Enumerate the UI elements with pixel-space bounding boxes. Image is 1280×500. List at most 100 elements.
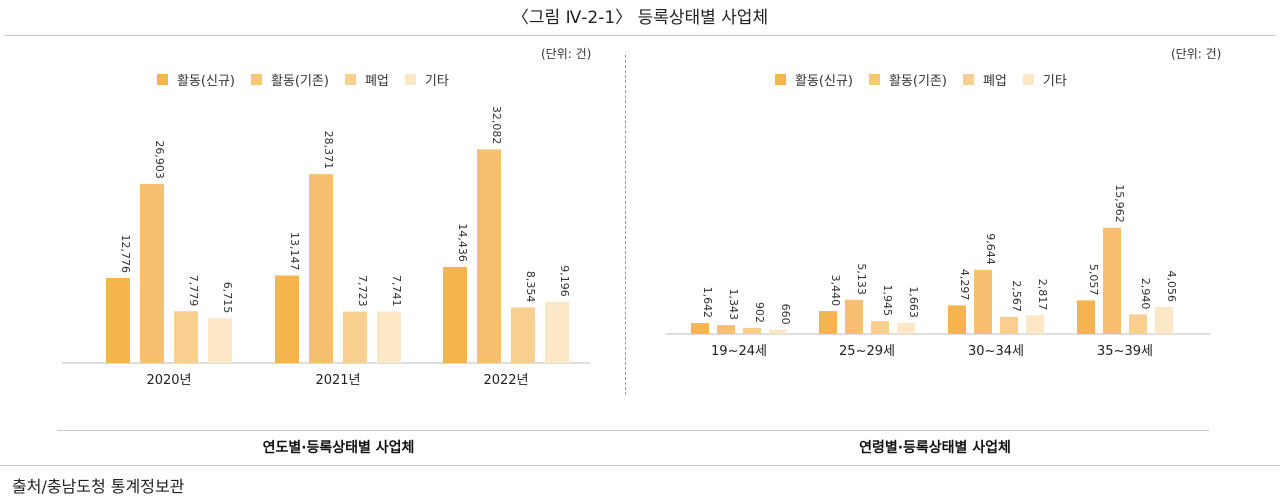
legend-label: 활동(기존) [888, 74, 947, 89]
legend-item: 기타 [1022, 70, 1067, 89]
caption-rule [57, 430, 1209, 431]
legend-item: 폐업 [344, 70, 389, 89]
legend-item: 활동(기존) [868, 70, 947, 89]
category-label: 25~29세 [839, 344, 895, 359]
top-rule [4, 35, 1276, 36]
unit-label-left: (단위: 건) [541, 47, 592, 61]
data-label: 3,440 [829, 275, 842, 307]
legend-swatch [1022, 74, 1034, 85]
figure-title: 〈그림 Ⅳ-2-1〉 등록상태별 사업체 [511, 8, 769, 28]
bar [208, 318, 232, 363]
data-label: 7,741 [390, 275, 403, 307]
bar [511, 307, 535, 363]
data-label: 902 [753, 302, 766, 323]
caption-left: 연도별·등록상태별 사업체 [262, 440, 415, 456]
legend-swatch [404, 74, 416, 85]
data-label: 9,644 [984, 233, 997, 265]
data-label: 1,945 [881, 285, 894, 317]
legend-label: 기타 [424, 74, 449, 89]
legend-item: 활동(신규) [775, 70, 853, 89]
bar [871, 321, 889, 334]
category-label: 19~24세 [711, 344, 767, 359]
bar [1000, 316, 1018, 334]
data-label: 1,642 [701, 287, 714, 319]
bar [717, 325, 735, 334]
data-label: 32,082 [490, 106, 503, 145]
legend-label: 활동(기존) [270, 74, 329, 89]
bar [948, 305, 966, 334]
category-label: 2020년 [146, 373, 191, 388]
bar [377, 311, 401, 363]
data-label: 2,817 [1036, 279, 1049, 311]
legend-item: 폐업 [962, 70, 1007, 89]
bar [1129, 314, 1147, 334]
bar [743, 327, 761, 334]
bar [897, 322, 915, 334]
data-label: 28,371 [322, 131, 335, 170]
data-label: 2,940 [1139, 278, 1152, 310]
data-label: 1,343 [727, 289, 740, 321]
legend-swatch [250, 74, 262, 85]
bottom-rule [0, 465, 1280, 466]
bar [691, 323, 709, 334]
category-label: 30~34세 [968, 344, 1024, 359]
data-label: 9,196 [558, 265, 571, 297]
bar [1103, 227, 1121, 334]
legend-left: 활동(신규) 활동(기존) 폐업 기타 [157, 70, 465, 89]
chart-divider [625, 55, 626, 395]
legend-right: 활동(신규) 활동(기존) 폐업 기타 [775, 70, 1083, 89]
bar [545, 301, 569, 363]
category-label: 2021년 [315, 373, 360, 388]
data-label: 5,057 [1087, 264, 1100, 296]
legend-label: 폐업 [364, 74, 389, 89]
legend-swatch [344, 74, 356, 85]
data-label: 4,297 [958, 269, 971, 301]
legend-label: 폐업 [982, 74, 1007, 89]
legend-swatch [962, 74, 974, 85]
legend-swatch [775, 74, 786, 85]
bar [1077, 300, 1095, 334]
data-label: 7,779 [187, 275, 200, 307]
legend-label: 활동(신규) [795, 74, 853, 89]
bar [1026, 315, 1044, 334]
category-label: 2022년 [483, 373, 528, 388]
legend-item: 기타 [404, 70, 449, 89]
legend-label: 활동(신규) [177, 74, 235, 89]
legend-label: 기타 [1042, 74, 1067, 89]
unit-label-right: (단위: 건) [1171, 47, 1222, 61]
bar [769, 329, 787, 334]
data-label: 12,776 [119, 234, 132, 273]
legend-swatch [868, 74, 880, 85]
bar [1155, 306, 1173, 334]
data-label: 2,567 [1010, 280, 1023, 312]
bar [477, 149, 501, 363]
bar [443, 266, 467, 363]
data-label: 13,147 [288, 232, 301, 271]
category-label: 35~39세 [1097, 344, 1153, 359]
legend-item: 활동(기존) [250, 70, 329, 89]
data-label: 26,903 [153, 140, 166, 179]
bar [845, 299, 863, 334]
legend-swatch [157, 74, 168, 85]
bar [275, 275, 299, 363]
data-label: 6,715 [221, 282, 234, 314]
data-label: 7,723 [356, 275, 369, 307]
data-label: 14,436 [456, 223, 469, 262]
bar [174, 311, 198, 363]
bar [819, 311, 837, 334]
legend-item: 활동(신규) [157, 70, 235, 89]
bar [343, 311, 367, 363]
bar [974, 269, 992, 334]
data-label: 1,663 [907, 286, 920, 318]
source-note: 출처/충남도청 통계정보관 [12, 477, 185, 496]
bar [309, 174, 333, 363]
caption-right: 연령별·등록상태별 사업체 [859, 440, 1011, 456]
data-label: 5,133 [855, 263, 868, 295]
data-label: 8,354 [524, 271, 537, 303]
data-label: 660 [779, 304, 792, 325]
data-label: 15,962 [1113, 184, 1126, 223]
data-label: 4,056 [1165, 270, 1178, 302]
bar [106, 277, 130, 363]
